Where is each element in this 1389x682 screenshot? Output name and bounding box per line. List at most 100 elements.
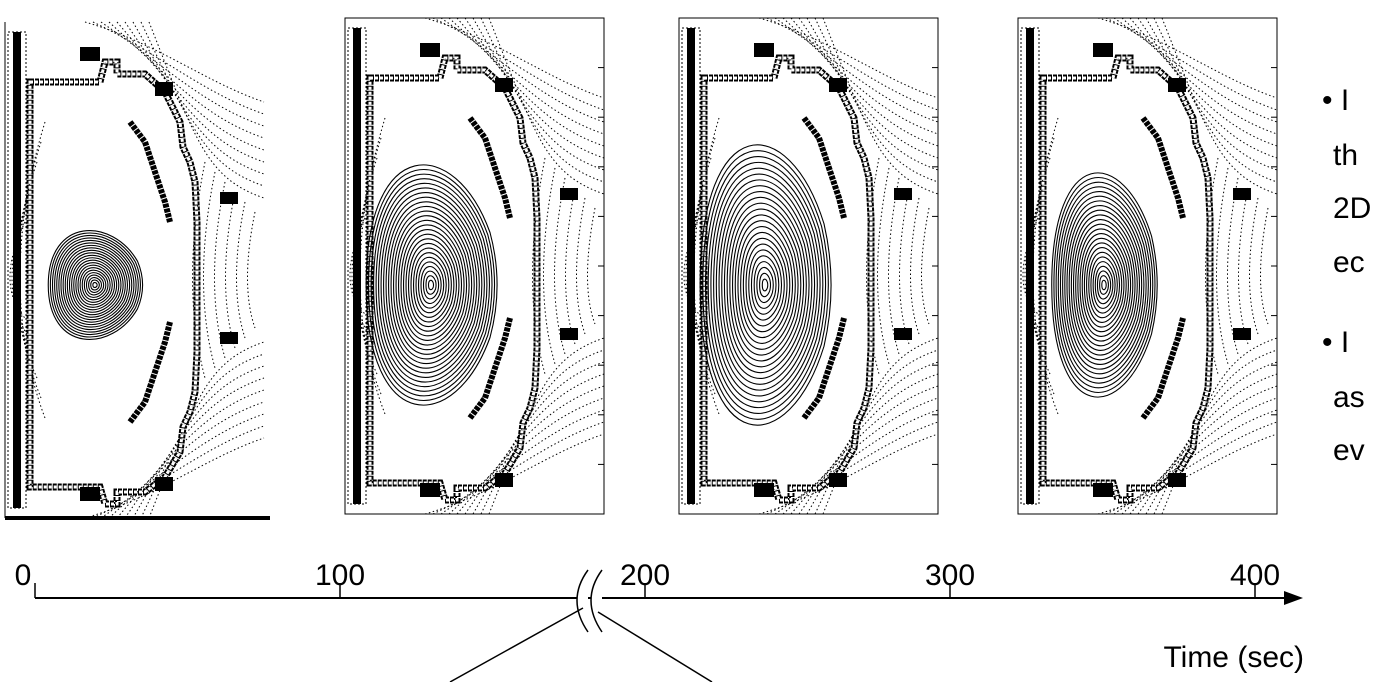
flux-surface xyxy=(76,263,115,308)
panel xyxy=(345,18,604,514)
tick-label: 300 xyxy=(925,559,975,592)
field-line xyxy=(473,18,604,170)
field-line xyxy=(125,22,264,162)
field-line xyxy=(815,350,938,514)
side-line: • I xyxy=(1322,326,1349,359)
side-text: • I th 2D ec • I as ev xyxy=(1322,84,1371,467)
pf-coil xyxy=(1168,78,1186,92)
solenoid xyxy=(13,32,21,508)
flux-surface xyxy=(78,265,112,305)
panel xyxy=(1018,18,1277,514)
field-line xyxy=(1162,338,1277,514)
pf-coil xyxy=(155,477,173,491)
flux-surface xyxy=(84,273,105,298)
pf-coil xyxy=(220,192,238,204)
flux-surface xyxy=(376,183,487,386)
pf-coil xyxy=(829,78,847,92)
zoom-line xyxy=(450,608,583,682)
field-line xyxy=(215,182,226,358)
field-line xyxy=(481,350,604,514)
pf-coil xyxy=(80,487,100,501)
flux-surface xyxy=(404,234,459,336)
flux-surface xyxy=(426,276,436,294)
pf-coil xyxy=(1093,43,1113,57)
flux-surface xyxy=(760,273,771,296)
side-line: ev xyxy=(1333,434,1365,467)
field-line xyxy=(823,18,938,194)
pf-coil xyxy=(894,328,912,340)
flux-surface xyxy=(741,232,790,337)
flux-surface xyxy=(743,238,787,331)
field-line xyxy=(149,342,264,518)
field-line xyxy=(149,22,264,198)
field-line xyxy=(544,168,556,364)
flux-surface xyxy=(1080,234,1128,337)
field-line xyxy=(823,338,938,514)
field-line xyxy=(799,18,938,158)
field-line xyxy=(878,168,890,364)
axis-break xyxy=(577,570,602,632)
flux-surface xyxy=(733,215,798,355)
flux-surface xyxy=(409,243,454,326)
side-line: • I xyxy=(1322,84,1349,117)
flux-surface xyxy=(379,188,485,382)
zoom-line xyxy=(598,612,712,682)
field-line xyxy=(900,188,910,344)
field-line xyxy=(204,172,216,368)
flux-surface xyxy=(93,283,97,288)
field-line xyxy=(1154,18,1277,182)
field-line xyxy=(566,188,576,344)
flux-surface xyxy=(706,157,826,414)
field-line xyxy=(465,18,604,158)
field-line xyxy=(141,22,264,186)
field-line xyxy=(1162,18,1277,194)
inner-wall xyxy=(1143,118,1183,418)
solenoid xyxy=(687,28,695,504)
panel xyxy=(5,22,270,518)
pf-coil xyxy=(560,328,578,340)
flux-surface xyxy=(751,256,778,314)
pf-coil xyxy=(829,473,847,487)
side-line: as xyxy=(1333,381,1365,414)
field-line xyxy=(141,354,264,518)
flux-surface xyxy=(1087,248,1122,323)
pf-coil xyxy=(495,473,513,487)
flux-surface xyxy=(72,258,119,312)
field-line xyxy=(911,198,920,334)
flux-surface xyxy=(384,197,480,373)
field-line xyxy=(1146,18,1277,170)
field-line xyxy=(1228,178,1239,354)
field-line xyxy=(1138,18,1277,158)
flux-surface xyxy=(429,280,434,289)
pf-coil xyxy=(894,188,912,200)
flux-surface xyxy=(714,174,818,396)
flux-surface xyxy=(401,230,461,341)
side-line: ec xyxy=(1333,246,1365,279)
pf-coil xyxy=(1093,483,1113,497)
flux-surface xyxy=(735,221,795,349)
flux-surface xyxy=(91,280,100,290)
field-line xyxy=(489,18,604,194)
vessel-wall-inner xyxy=(704,58,871,500)
pf-coil xyxy=(754,483,774,497)
pf-coil xyxy=(754,43,774,57)
flux-surface xyxy=(1078,229,1131,341)
inner-wall xyxy=(130,122,170,422)
field-line xyxy=(922,208,930,324)
tick-label: 400 xyxy=(1230,559,1280,592)
pf-coil xyxy=(80,47,100,61)
equilibrium-panels xyxy=(5,18,1277,518)
panel xyxy=(679,18,938,514)
side-line: th xyxy=(1333,139,1358,172)
field-line xyxy=(889,178,900,354)
tick-label: 100 xyxy=(315,559,365,592)
flux-surface xyxy=(1100,276,1109,295)
field-line xyxy=(577,198,586,334)
field-line xyxy=(807,18,938,170)
tick-label: 0 xyxy=(15,559,32,592)
solenoid xyxy=(1026,28,1034,504)
field-line xyxy=(248,212,256,328)
field-line xyxy=(1250,198,1259,334)
side-line: 2D xyxy=(1333,192,1371,225)
flux-surface xyxy=(762,279,767,291)
